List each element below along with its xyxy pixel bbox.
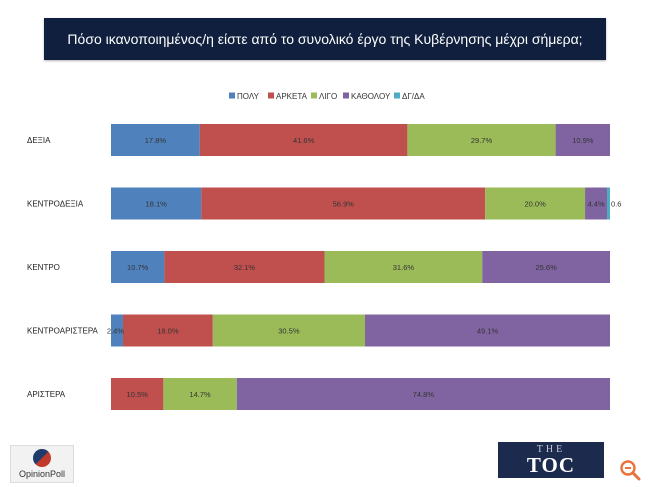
data-label: 41.6% xyxy=(293,136,315,145)
legend-swatch xyxy=(311,92,317,99)
legend-swatch xyxy=(229,92,235,99)
bar-segment xyxy=(111,378,164,410)
category-label: ΚΕΝΤΡΟ xyxy=(27,263,60,272)
bar-segment xyxy=(111,251,165,283)
data-label: 20.0% xyxy=(525,200,547,209)
bar-segment xyxy=(111,124,200,156)
data-label: 4.4% xyxy=(587,200,604,209)
data-label: 29.7% xyxy=(471,136,493,145)
toc-logo-small-text: THE xyxy=(536,444,566,455)
bar-segment xyxy=(364,314,610,347)
data-label: 18.0% xyxy=(157,327,179,336)
data-label: 56.9% xyxy=(333,200,355,209)
legend-label: ΛΙΓΟ xyxy=(319,92,337,101)
opinionpoll-logo-text: OpinionPoll xyxy=(18,469,66,479)
chart-bars xyxy=(111,124,611,410)
data-label: 0.6 xyxy=(611,200,621,209)
data-label: 10.5% xyxy=(127,390,149,399)
data-label: 32.1% xyxy=(234,263,256,272)
bar-segment xyxy=(122,314,213,347)
legend-swatch xyxy=(394,92,400,99)
bar-segment xyxy=(324,251,483,283)
toc-logo-big-text: TOC xyxy=(526,453,576,477)
data-label: 31.6% xyxy=(393,263,415,272)
zoom-icon[interactable] xyxy=(618,458,642,482)
legend-label: ΑΡΚΕΤΑ xyxy=(276,92,308,101)
legend-label: ΚΑΘΟΛΟΥ xyxy=(351,92,391,101)
chart-legend: ΠΟΛΥ ΑΡΚΕΤΑ ΛΙΓΟ ΚΑΘΟΛΟΥ ΔΓ/ΔΑ xyxy=(229,92,425,101)
bar-segment xyxy=(201,187,486,220)
bar-segment xyxy=(555,124,610,156)
bar-segment xyxy=(111,314,123,347)
bar-segment xyxy=(607,187,610,220)
legend-label: ΠΟΛΥ xyxy=(237,92,260,101)
category-label: ΚΕΝΤΡΟΔΕΞΙΑ xyxy=(27,200,84,209)
bar-segment xyxy=(111,187,202,220)
data-label: 2.4% xyxy=(107,327,124,336)
legend-swatch xyxy=(268,92,274,99)
chart-title: Πόσο ικανοποιημένος/η είστε από το συνολ… xyxy=(44,18,606,60)
bar-segment xyxy=(236,378,611,410)
category-label: ΚΕΝΤΡΟΑΡΙΣΤΕΡΑ xyxy=(27,327,99,336)
bar-segment xyxy=(163,378,237,410)
chart-data-labels: 17.8% 41.6% 29.7% 10.9% 18.1% 56.9% 20.0% 4.4% 0… xyxy=(107,136,622,399)
data-label: 17.8% xyxy=(145,136,167,145)
toc-logo: THE TOC xyxy=(498,442,604,478)
bar-segment xyxy=(585,187,608,220)
bar-segment xyxy=(212,314,365,347)
data-label: 18.1% xyxy=(146,200,168,209)
data-label: 25.6% xyxy=(535,263,557,272)
bar-segment xyxy=(407,124,556,156)
category-label: ΑΡΙΣΤΕΡΑ xyxy=(27,390,66,399)
data-label: 10.9% xyxy=(572,136,594,145)
opinionpoll-logo: OpinionPoll xyxy=(10,445,74,483)
data-label: 74.8% xyxy=(413,390,435,399)
data-label: 30.5% xyxy=(278,327,300,336)
legend-swatch xyxy=(343,92,349,99)
bar-segment xyxy=(199,124,408,156)
legend-label: ΔΓ/ΔΑ xyxy=(402,92,425,101)
bar-segment xyxy=(164,251,325,283)
opinionpoll-logo-circle-icon xyxy=(33,449,51,467)
data-label: 14.7% xyxy=(189,390,211,399)
data-label: 49.1% xyxy=(477,327,499,336)
category-label: ΔΕΞΙΑ xyxy=(27,136,51,145)
data-label: 10.7% xyxy=(127,263,149,272)
chart-category-labels: ΔΕΞΙΑ ΚΕΝΤΡΟΔΕΞΙΑ ΚΕΝΤΡΟ ΚΕΝΤΡΟΑΡΙΣΤΕΡΑ ΑΡΙΣ… xyxy=(27,136,99,399)
bar-segment xyxy=(485,187,586,220)
bar-segment xyxy=(482,251,610,283)
